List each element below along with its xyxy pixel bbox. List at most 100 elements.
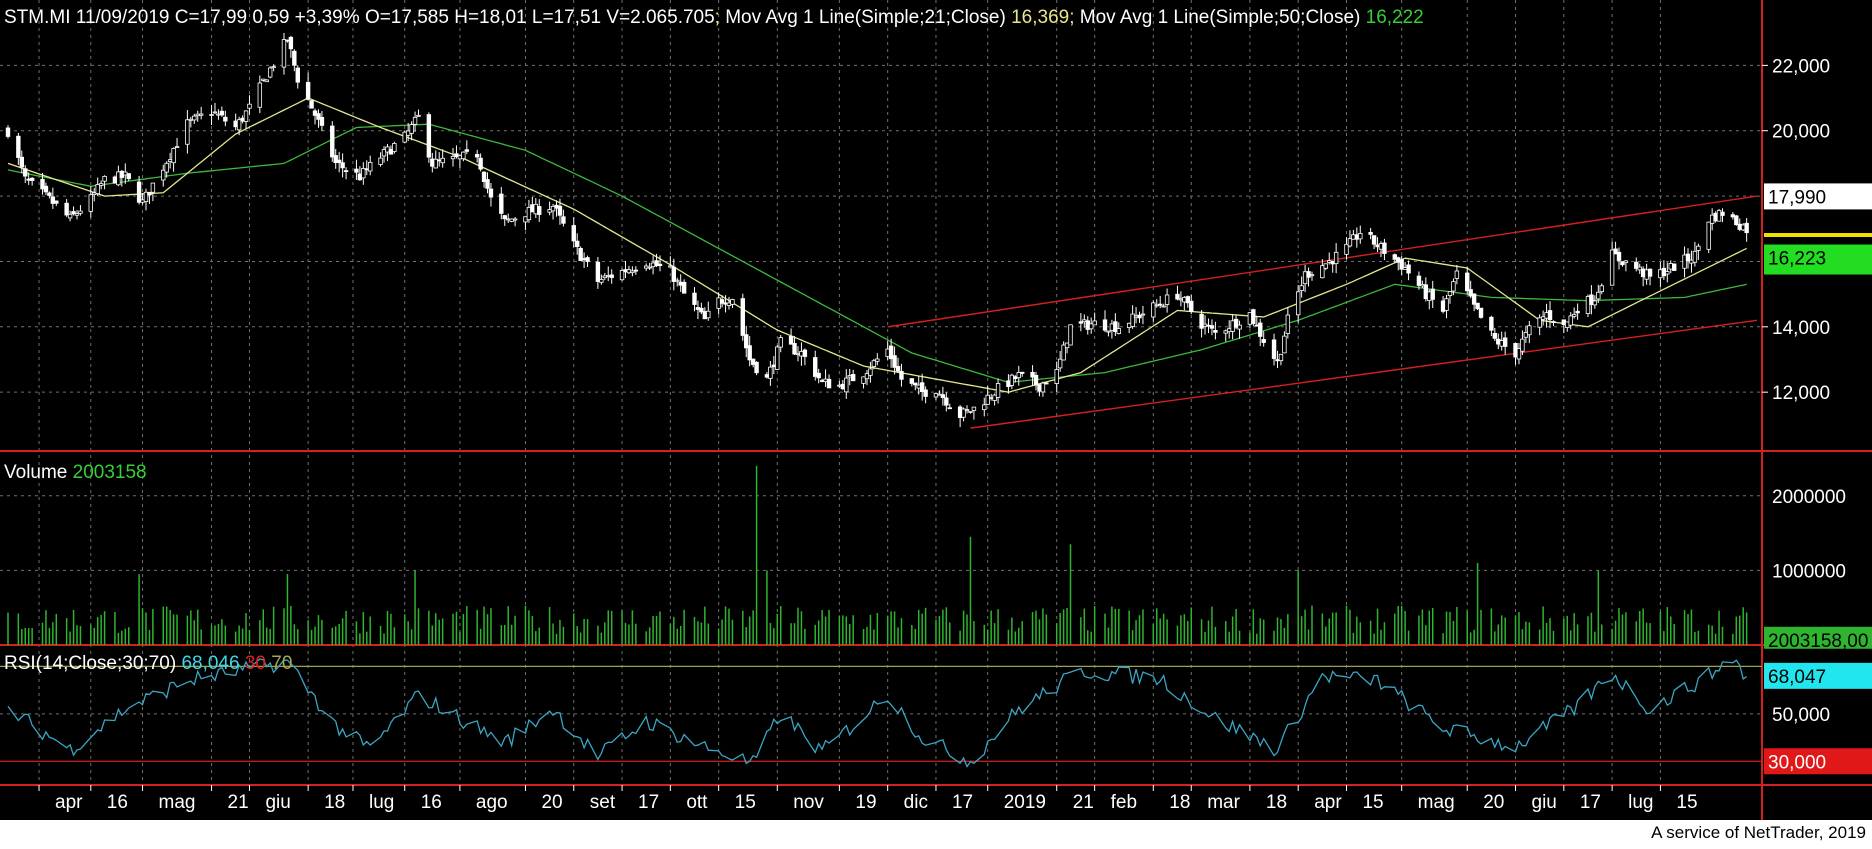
time-tick-label: lug [1628, 792, 1653, 813]
candle [730, 298, 735, 308]
time-tick-label: giu [265, 792, 290, 813]
candle-body [78, 210, 83, 214]
candle [1358, 225, 1363, 244]
candle [433, 150, 438, 169]
candle-body [1596, 291, 1601, 300]
candle [1571, 307, 1577, 319]
candle-body [692, 292, 697, 305]
candle [40, 172, 45, 195]
candle [1344, 237, 1349, 260]
time-tick-label: feb [1111, 792, 1137, 813]
candle-body [985, 394, 990, 405]
candle-body [595, 261, 601, 282]
candle [1596, 284, 1601, 304]
candle-body [961, 408, 966, 418]
ma50-badge: 16,223 [1768, 249, 1826, 270]
candle [381, 146, 387, 163]
candle [1392, 253, 1397, 264]
candle [102, 175, 107, 190]
candle [78, 205, 83, 216]
candle-body [416, 114, 421, 117]
candle-body [336, 159, 342, 164]
candle-body [330, 125, 335, 158]
candle [740, 293, 745, 341]
candle-body [1213, 330, 1218, 333]
time-tick-label: 20 [541, 792, 562, 813]
candle [1620, 261, 1625, 267]
candle [719, 295, 725, 308]
axes: 22,000 20,000 14,000 12,000 2000000 1000000 50… [38, 56, 1846, 813]
candle [1682, 246, 1687, 278]
candle [54, 200, 59, 206]
candle-body [488, 188, 494, 198]
time-tick-label: set [590, 792, 616, 813]
candle [675, 277, 680, 287]
candle [768, 361, 773, 386]
candle [864, 370, 870, 386]
candle-body [1734, 215, 1739, 226]
candle-body [1613, 248, 1618, 255]
candle [343, 167, 349, 180]
candle-body [940, 394, 946, 398]
candle-body [654, 260, 659, 267]
time-tick-label: mag [1418, 792, 1455, 813]
candle [1130, 305, 1135, 329]
candle-body [1299, 285, 1304, 291]
candle [481, 171, 487, 188]
header-close: C=17,99 [175, 7, 247, 28]
candle [354, 159, 359, 180]
candle [913, 382, 918, 391]
candle-body [895, 366, 901, 372]
candle-body [1271, 339, 1277, 359]
candle-body [1113, 321, 1118, 333]
candle [185, 110, 190, 154]
candle [409, 121, 414, 141]
candle-body [1040, 382, 1046, 393]
time-tick-label: mar [1207, 792, 1240, 813]
candle-body [1089, 323, 1094, 330]
candle-body [1599, 285, 1604, 293]
candle [1551, 320, 1556, 327]
candle [171, 147, 176, 172]
candle [174, 137, 180, 149]
time-tick-label: 19 [855, 792, 876, 813]
candle [1399, 255, 1404, 276]
candle [1302, 264, 1308, 293]
candle [1665, 262, 1670, 283]
candle-body [1016, 372, 1021, 379]
candle-body [164, 162, 169, 173]
candle-body [609, 274, 614, 278]
candle-body [633, 269, 639, 272]
price-tick-label: 12,000 [1772, 383, 1830, 404]
rsi-legend: RSI(14;Close;30;70) 68,046 30 70 [4, 653, 292, 674]
candle-body [1068, 324, 1073, 346]
time-tick-label: ott [686, 792, 708, 813]
candle [1599, 283, 1604, 295]
candle-body [88, 194, 93, 212]
candle-body [450, 156, 456, 160]
candle [88, 186, 93, 218]
candle-body [919, 382, 925, 393]
candle [305, 72, 311, 101]
time-tick-label: 21 [228, 792, 249, 813]
candle [502, 214, 507, 226]
volume-tick-label: 1000000 [1772, 561, 1846, 582]
candle-body [802, 349, 808, 357]
candle-body [871, 360, 877, 367]
candle-body [71, 211, 76, 215]
candle [850, 369, 856, 382]
candle [1444, 294, 1449, 319]
candle [95, 177, 100, 197]
candle [947, 403, 952, 410]
candle-body [1285, 314, 1291, 334]
time-tick-label: giu [1532, 792, 1557, 813]
header-date: 11/09/2019 [76, 7, 170, 28]
candle [1527, 320, 1532, 344]
candle [1106, 330, 1111, 337]
candle-body [1616, 251, 1622, 261]
candle-body [354, 168, 359, 173]
candle [1271, 333, 1277, 366]
candle-body [247, 103, 252, 109]
candle [29, 177, 35, 186]
